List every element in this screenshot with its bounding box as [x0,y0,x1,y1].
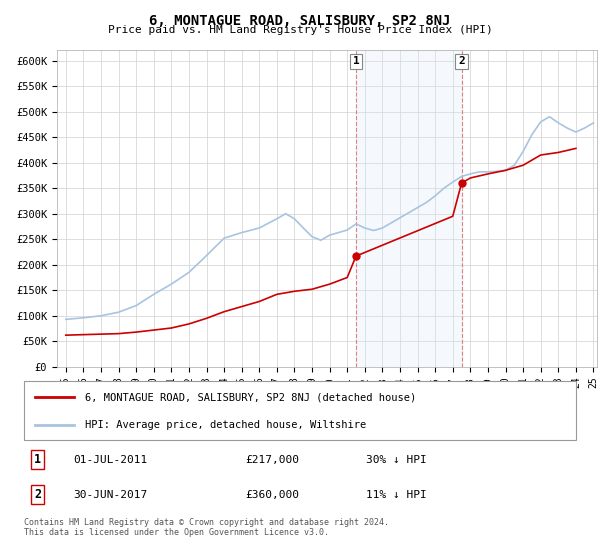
Text: 01-JUL-2011: 01-JUL-2011 [74,455,148,465]
FancyBboxPatch shape [24,381,576,440]
Text: 1: 1 [34,454,41,466]
Text: 11% ↓ HPI: 11% ↓ HPI [366,490,427,500]
Text: 2: 2 [34,488,41,501]
Text: £217,000: £217,000 [245,455,299,465]
Text: 6, MONTAGUE ROAD, SALISBURY, SP2 8NJ: 6, MONTAGUE ROAD, SALISBURY, SP2 8NJ [149,14,451,28]
Text: Price paid vs. HM Land Registry's House Price Index (HPI): Price paid vs. HM Land Registry's House … [107,25,493,35]
Text: Contains HM Land Registry data © Crown copyright and database right 2024.
This d: Contains HM Land Registry data © Crown c… [24,518,389,538]
Text: 1: 1 [353,57,359,67]
Text: 6, MONTAGUE ROAD, SALISBURY, SP2 8NJ (detached house): 6, MONTAGUE ROAD, SALISBURY, SP2 8NJ (de… [85,392,416,402]
Text: 2: 2 [458,57,465,67]
Text: 30% ↓ HPI: 30% ↓ HPI [366,455,427,465]
Text: HPI: Average price, detached house, Wiltshire: HPI: Average price, detached house, Wilt… [85,420,366,430]
Text: 30-JUN-2017: 30-JUN-2017 [74,490,148,500]
Bar [356,50,461,367]
Text: £360,000: £360,000 [245,490,299,500]
